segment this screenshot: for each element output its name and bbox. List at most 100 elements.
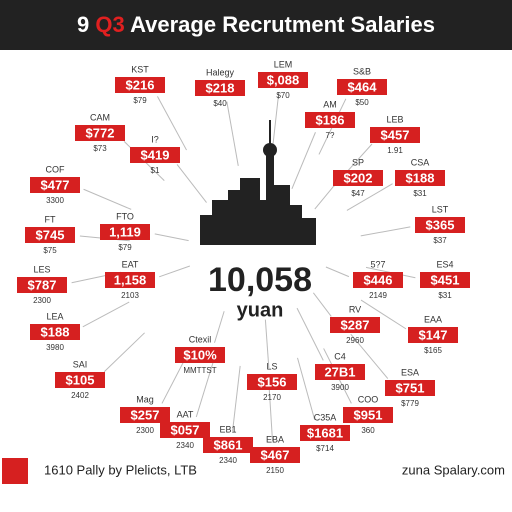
value-box [120,407,170,423]
value-box [370,127,420,143]
item-value: $,088 [267,72,300,87]
item-name: ES4 [436,259,453,269]
item-sub: 2300 [33,296,51,305]
item-sub: 3980 [46,343,64,352]
value-box [395,170,445,186]
item-value: 1,158 [114,272,147,287]
value-box [195,80,245,96]
item-sub: $73 [93,144,107,153]
item-value: $1681 [307,425,343,440]
item-sub: 2149 [369,291,387,300]
value-box [343,407,393,423]
item-name: I? [151,134,159,144]
item-value: $772 [86,125,115,140]
value-box [353,272,403,288]
item-sub: 2300 [136,426,154,435]
value-box [105,272,155,288]
connector [346,183,393,211]
item-value: $745 [36,227,65,242]
item-sub: 3300 [46,196,64,205]
item-name: LS [266,361,277,371]
item-name: CAM [90,112,110,122]
value-box [30,324,80,340]
item-name: SAI [73,359,88,369]
value-box [130,147,180,163]
item-value: $751 [396,380,425,395]
item-value: 27B1 [324,364,355,379]
item-sub: 2960 [346,336,364,345]
item-sub: 360 [361,426,375,435]
item-value: $477 [41,177,70,192]
item-sub: 2170 [263,393,281,402]
item-name: FTO [116,211,134,221]
value-box [408,327,458,343]
item-name: C35A [314,412,337,422]
connector [159,265,191,278]
item-name: EB1 [219,424,236,434]
item-name: LEB [386,114,403,124]
item-name: COF [46,164,66,174]
value-box [25,227,75,243]
item-sub: 1.91 [387,146,403,155]
value-box [420,272,470,288]
item-sub: $47 [351,189,365,198]
item-sub: 7? [326,131,335,140]
item-name: KST [131,64,149,74]
item-name: AAT [177,409,194,419]
item-value: $147 [419,327,448,342]
item-value: $365 [426,217,455,232]
item-sub: $165 [424,346,442,355]
item-value: $787 [28,277,57,292]
item-name: LEM [274,59,293,69]
connector [195,355,216,418]
item-name: SP [352,157,364,167]
footer-logo [2,458,28,484]
connector [157,96,187,151]
value-box [330,317,380,333]
item-name: COO [358,394,379,404]
item-value: $464 [348,79,378,94]
value-box [75,125,125,141]
value-box [100,224,150,240]
item-sub: $31 [413,189,427,198]
value-box [17,277,67,293]
item-sub: $50 [355,98,369,107]
item-value: $951 [354,407,383,422]
item-value: $10% [183,347,217,362]
item-value: $188 [41,324,70,339]
item-sub: 2150 [266,466,284,475]
item-sub: $70 [276,91,290,100]
item-value: $216 [126,77,155,92]
connector [325,266,350,278]
value-box [160,422,210,438]
item-name: LST [432,204,449,214]
item-sub: $37 [433,236,447,245]
item-name: EAA [424,314,442,324]
connector [82,301,130,328]
header-bar [0,0,512,50]
item-sub: 2340 [219,456,237,465]
value-box [385,380,435,396]
item-sub: $79 [118,243,132,252]
item-name: Halegy [206,67,235,77]
item-name: Mag [136,394,154,404]
value-box [250,447,300,463]
footer-right: zuna Spalary.com [402,462,505,477]
value-box [247,374,297,390]
item-sub: 2402 [71,391,89,400]
connector [350,333,389,379]
item-name: ESA [401,367,419,377]
value-box [30,177,80,193]
connector [83,188,132,210]
connector [264,319,270,369]
item-name: RV [349,304,361,314]
value-box [305,112,355,128]
connector [214,311,225,343]
item-name: LES [33,264,50,274]
item-sub: 2340 [176,441,194,450]
item-sub: $1 [151,166,160,175]
item-sub: $75 [43,246,57,255]
item-name: EBA [266,434,284,444]
value-box [300,425,350,441]
